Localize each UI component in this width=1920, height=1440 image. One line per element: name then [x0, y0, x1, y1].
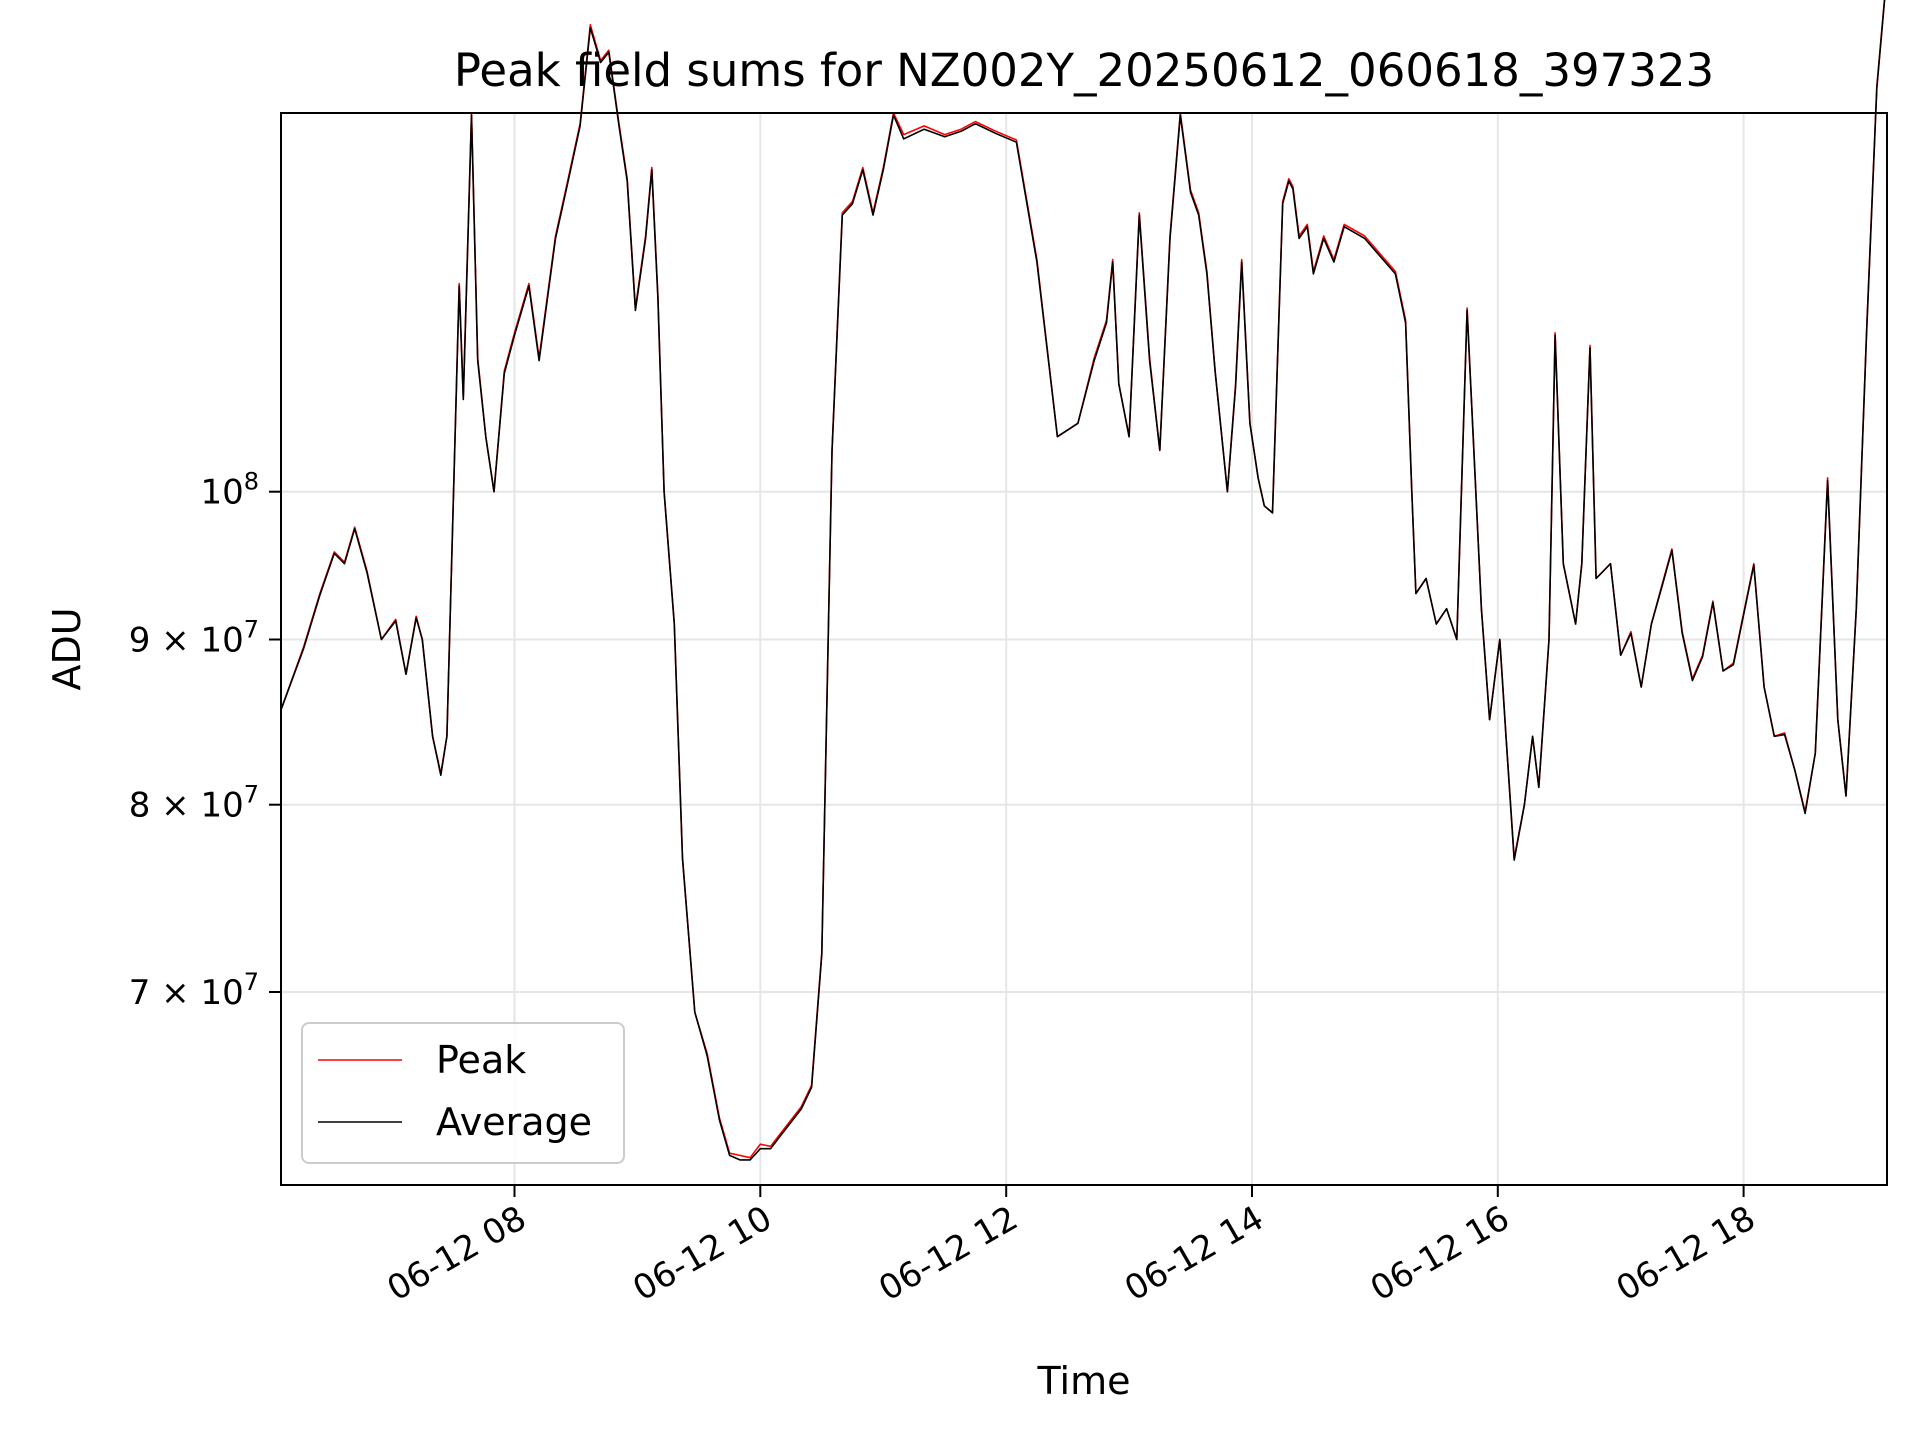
y-tick-label: 9 × 107	[129, 616, 259, 661]
y-axis-label: ADU	[45, 607, 89, 690]
legend-box	[301, 1022, 625, 1164]
legend-peak-label: Peak	[436, 1038, 526, 1082]
y-tick-label: 8 × 107	[129, 781, 259, 826]
series-line-average	[280, 0, 1886, 1161]
chart-title: Peak field sums for NZ002Y_20250612_0606…	[454, 44, 1714, 97]
x-axis-label: Time	[1037, 1359, 1131, 1403]
y-axis: 7 × 107 8 × 107 9 × 107 108	[129, 468, 281, 1013]
y-tick-label: 108	[200, 468, 259, 513]
legend: Peak Average	[301, 1022, 625, 1164]
legend-average-label: Average	[436, 1100, 592, 1144]
series-lines	[280, 0, 1886, 1161]
y-tick-label: 7 × 107	[129, 968, 259, 1013]
grid	[281, 113, 1887, 1185]
plot-frame	[280, 112, 1888, 1186]
